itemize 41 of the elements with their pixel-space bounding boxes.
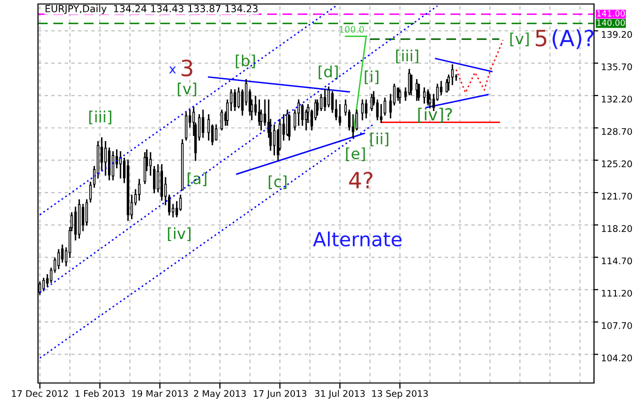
x-tick-label: 17 Dec 2012 (12, 390, 68, 397)
annotation: (A)? (552, 29, 594, 50)
y-tick-label: 139.20 (602, 31, 632, 38)
annotation: [a] (188, 172, 206, 186)
chart-title: EURJPY,Daily 134.24 134.43 133.87 134.23 (46, 4, 258, 14)
annotation: 4? (349, 172, 372, 188)
x-tick-label: 17 Jun 2013 (254, 390, 306, 399)
annotation: 3 (182, 60, 192, 76)
y-tick-label: 114.70 (602, 257, 632, 264)
y-tick-label: 132.20 (602, 96, 632, 103)
x-tick-label: 2 May 2013 (194, 390, 246, 399)
annotation: 5 (536, 30, 546, 46)
x-tick-label: 1 Feb 2013 (76, 390, 124, 397)
annotation: [iii] (89, 110, 112, 124)
annotation: Alternate (312, 231, 402, 247)
annotation: [iii] (396, 50, 418, 64)
annotation: [v] (510, 32, 529, 46)
ref-line-label: 140.00 (597, 20, 625, 26)
annotation: [iv] (168, 227, 191, 242)
y-tick-label: 128.70 (602, 128, 632, 135)
y-tick-label: 125.20 (602, 160, 632, 168)
annotation: [v] (178, 82, 196, 96)
x-tick-label: 31 Jul 2013 (315, 390, 365, 399)
y-tick-label: 111.20 (602, 290, 632, 297)
annotation: [b] (236, 54, 255, 68)
y-tick-label: 107.70 (602, 322, 632, 330)
annotation: [ii] (370, 132, 388, 146)
annotation: [c] (268, 175, 286, 190)
x-tick-label: 13 Sep 2013 (372, 390, 428, 399)
annotation: x (169, 66, 176, 74)
annotation: [iv]? (418, 108, 452, 123)
annotation: 100.0 (340, 26, 364, 33)
ref-line-label: 141.00 (597, 10, 625, 17)
annotation: [d] (318, 66, 338, 80)
x-tick-label: 19 Mar 2013 (132, 390, 188, 397)
y-tick-label: 104.20 (602, 354, 632, 362)
y-tick-label: 135.70 (602, 63, 632, 70)
annotation: [i] (364, 70, 378, 84)
y-tick-label: 121.70 (602, 192, 632, 200)
y-tick-label: 118.20 (602, 225, 632, 232)
annotation: [e] (346, 147, 365, 162)
